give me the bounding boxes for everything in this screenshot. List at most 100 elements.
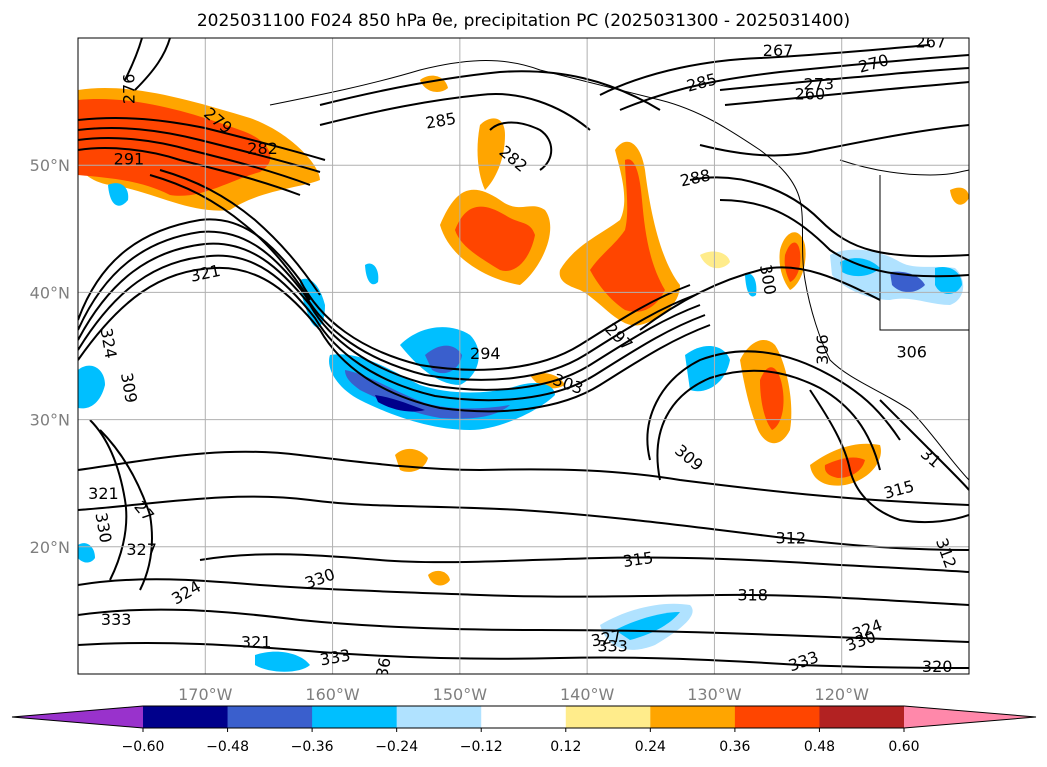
precip-positive-core xyxy=(784,242,801,282)
x-axis: 170°W 160°W 150°W 140°W 130°W 120°W xyxy=(178,685,869,704)
precip-negative-region xyxy=(108,183,129,206)
precip-negative-region xyxy=(365,263,379,285)
colorbar-segment xyxy=(650,706,736,728)
coastline xyxy=(839,159,969,176)
colorbar-tick-label: −0.36 xyxy=(291,739,334,755)
contour-line xyxy=(78,495,969,551)
precip-negative-region xyxy=(745,273,757,297)
x-tick-label: 140°W xyxy=(560,685,615,704)
contour-line xyxy=(134,38,171,91)
contour-line xyxy=(78,254,706,402)
colorbar-segment xyxy=(819,706,905,728)
precip-positive-core xyxy=(590,159,665,312)
contour-line xyxy=(89,419,128,581)
contour-label: 320 xyxy=(922,657,953,676)
contour-label: 282 xyxy=(247,139,278,158)
coastlines xyxy=(269,60,969,481)
precip-negative-core xyxy=(840,258,880,277)
contour-line xyxy=(646,350,901,461)
colorbar-extend-low xyxy=(12,706,143,728)
colorbar-tick-label: 0.36 xyxy=(719,739,750,755)
contour-line xyxy=(78,230,696,381)
map-frame xyxy=(77,37,970,675)
contour-line xyxy=(78,127,321,173)
contour-line xyxy=(78,266,711,413)
contour-line xyxy=(99,429,153,591)
precip-positive-region xyxy=(477,118,505,190)
colorbar-tick-label: 0.60 xyxy=(888,739,919,755)
coastline xyxy=(879,175,969,331)
contour-label: 315 xyxy=(622,548,655,571)
precip-positive-region xyxy=(700,251,730,269)
contour-line xyxy=(78,450,969,506)
colorbar-segment xyxy=(143,706,229,728)
contour-line xyxy=(809,389,969,524)
y-tick-label: 30°N xyxy=(30,411,70,430)
precip-positive-region xyxy=(950,187,969,205)
contour-label: 333 xyxy=(101,610,132,629)
precip-negative-region xyxy=(78,543,95,563)
contour-label: 318 xyxy=(737,586,768,605)
contour-label: 327 xyxy=(126,540,157,559)
precip-positive-region xyxy=(530,373,565,389)
precip-negative-region xyxy=(255,651,310,672)
precip-negative-region xyxy=(78,365,105,409)
precip-positive-core xyxy=(760,367,784,430)
x-tick-label: 130°W xyxy=(687,685,742,704)
colorbar-segment xyxy=(312,706,398,728)
contour-line xyxy=(689,176,969,258)
y-axis: 20°N 30°N 40°N 50°N xyxy=(30,156,70,557)
contour-line xyxy=(699,124,969,157)
x-tick-label: 160°W xyxy=(305,685,360,704)
x-tick-label: 120°W xyxy=(815,685,870,704)
contour-label: 273 xyxy=(804,74,835,93)
colorbar-tick-label: 0.24 xyxy=(635,739,666,755)
colorbar-segment xyxy=(734,706,820,728)
precip-negative-core xyxy=(935,266,962,295)
contour-label: 260 xyxy=(795,84,826,103)
contour-label: 267 xyxy=(763,41,794,60)
contour-label: 291 xyxy=(114,149,145,168)
x-tick-label: 150°W xyxy=(433,685,488,704)
precip-positive-core xyxy=(455,206,535,271)
contour-label: 321 xyxy=(88,484,119,503)
contour-line xyxy=(724,81,969,106)
contour-line xyxy=(319,70,661,111)
contour-line xyxy=(319,93,591,131)
contour-label: 312 xyxy=(776,528,807,547)
colorbar-tick-label: 0.48 xyxy=(804,739,835,755)
chart-title: 2025031100 F024 850 hPa θe, precipitatio… xyxy=(196,11,851,31)
contour-line xyxy=(719,67,969,91)
colorbar-tick-label: −0.12 xyxy=(460,739,503,755)
contour-label: 36 xyxy=(372,656,394,679)
colorbar-segment xyxy=(227,706,313,728)
contour-label: 321 xyxy=(241,633,272,652)
coastline xyxy=(269,60,969,481)
y-tick-label: 20°N xyxy=(30,538,70,557)
contour-line xyxy=(78,578,969,606)
colorbar-tick-label: −0.48 xyxy=(206,739,249,755)
colorbar-segment xyxy=(481,706,567,728)
contour-line xyxy=(78,218,691,371)
colorbar: −0.60 −0.48 −0.36 −0.24 −0.12 0.12 0.24 0.36 0.4… xyxy=(11,705,1037,755)
contour-line xyxy=(199,553,969,573)
precip-positive-core xyxy=(824,457,865,478)
colorbar-tick-label: 0.12 xyxy=(550,739,581,755)
colorbar-tick-label: −0.60 xyxy=(122,739,165,755)
y-tick-label: 50°N xyxy=(30,156,70,175)
contour-label: 306 xyxy=(813,334,832,365)
precip-positive-region xyxy=(428,570,450,586)
contour-line xyxy=(78,137,311,186)
contour-line xyxy=(78,147,301,196)
colorbar-extend-high xyxy=(904,706,1036,728)
contour-line xyxy=(78,608,969,643)
colorbar-segment xyxy=(565,706,651,728)
contour-line xyxy=(719,199,969,278)
y-tick-label: 40°N xyxy=(30,283,70,302)
contour-line xyxy=(879,399,969,491)
contour-line xyxy=(599,44,931,96)
contour-line xyxy=(159,169,321,296)
contour-line xyxy=(149,174,311,301)
